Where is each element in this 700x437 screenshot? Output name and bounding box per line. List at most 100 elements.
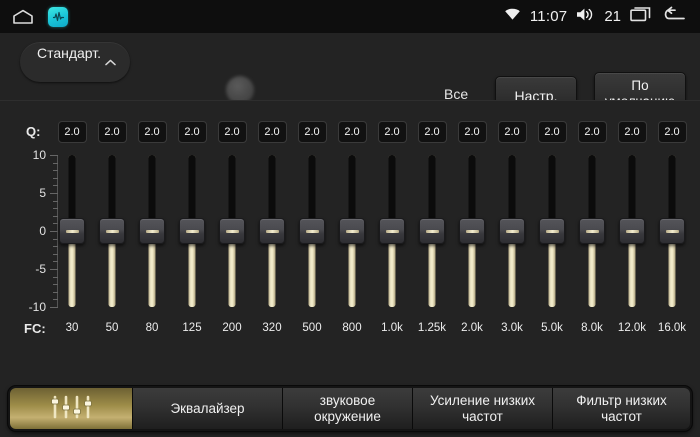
frequency-label: 2.0k	[461, 322, 483, 334]
slider-thumb[interactable]	[619, 218, 645, 244]
slider-track-filled	[308, 231, 316, 307]
slider-track-unfilled	[628, 155, 636, 231]
scale-tick	[53, 215, 58, 217]
slider-thumb[interactable]	[379, 218, 405, 244]
slider-thumb[interactable]	[579, 218, 605, 244]
slider-track-unfilled	[588, 155, 596, 231]
band-slider[interactable]	[372, 148, 412, 313]
tab-label: Эквалайзер	[170, 400, 245, 416]
q-value-box[interactable]: 2.0	[217, 121, 247, 143]
frequency-list: 30 50 80 125 200 320 500 800 1.0k 1.25k 2.0k 3.0k 5.…	[52, 319, 692, 339]
q-value-box[interactable]: 2.0	[377, 121, 407, 143]
slider-track-filled	[508, 231, 516, 307]
scale-label: 10	[32, 148, 46, 162]
band-slider[interactable]	[92, 148, 132, 313]
tab-label: Фильтр низких частот	[576, 392, 667, 424]
tab-equalizer-icon[interactable]	[10, 388, 132, 429]
slider-thumb[interactable]	[459, 218, 485, 244]
tab-label: Усиление низких частот	[430, 392, 535, 424]
slider-track-unfilled	[388, 155, 396, 231]
q-value-box[interactable]: 2.0	[537, 121, 567, 143]
slider-thumb[interactable]	[499, 218, 525, 244]
slider-track-unfilled	[228, 155, 236, 231]
tab-bass-boost[interactable]: Усиление низких частот	[412, 388, 552, 429]
slider-thumb[interactable]	[659, 218, 685, 244]
q-row-label: Q:	[26, 124, 41, 139]
band-slider[interactable]	[172, 148, 212, 313]
q-value-box[interactable]: 2.0	[417, 121, 447, 143]
slider-thumb[interactable]	[59, 218, 85, 244]
frequency-label: 12.0k	[617, 322, 647, 334]
rotary-knob[interactable]	[226, 76, 254, 104]
slider-thumb[interactable]	[139, 218, 165, 244]
q-value-box[interactable]: 2.0	[657, 121, 687, 143]
q-value-box[interactable]: 2.0	[297, 121, 327, 143]
band-slider[interactable]	[252, 148, 292, 313]
slider-thumb[interactable]	[219, 218, 245, 244]
slider-track-filled	[348, 231, 356, 307]
band-slider[interactable]	[652, 148, 692, 313]
q-value-box[interactable]: 2.0	[337, 121, 367, 143]
slider-thumb[interactable]	[99, 218, 125, 244]
scale-tick	[53, 246, 58, 248]
speaker-icon	[576, 7, 595, 27]
q-value-box[interactable]: 2.0	[97, 121, 127, 143]
frequency-label: 3.0k	[501, 322, 523, 334]
bottom-tab-bar: Эквалайзер звуковое окружение Усиление низ…	[8, 386, 692, 431]
band-slider[interactable]	[292, 148, 332, 313]
audio-waveform-icon[interactable]	[48, 6, 68, 27]
q-cell: 2.0	[332, 120, 372, 144]
slider-track-filled	[668, 231, 676, 307]
slider-thumb[interactable]	[419, 218, 445, 244]
slider-thumb[interactable]	[179, 218, 205, 244]
scale-tick	[53, 238, 58, 240]
scale-label: 0	[39, 224, 46, 238]
q-cell: 2.0	[212, 120, 252, 144]
slider-track-unfilled	[508, 155, 516, 231]
frequency-label: 80	[145, 322, 159, 334]
scale-tick	[50, 193, 58, 194]
slider-thumb[interactable]	[259, 218, 285, 244]
band-slider[interactable]	[452, 148, 492, 313]
tab-equalizer[interactable]: Эквалайзер	[132, 388, 282, 429]
frequency-label: 30	[65, 322, 79, 334]
slider-track-filled	[428, 231, 436, 307]
q-value-box[interactable]: 2.0	[257, 121, 287, 143]
q-value-box[interactable]: 2.0	[617, 121, 647, 143]
status-bar: 11:07 21	[0, 0, 700, 33]
scale-label: 5	[39, 186, 46, 200]
band-slider[interactable]	[332, 148, 372, 313]
band-slider[interactable]	[132, 148, 172, 313]
frequency-label: 50	[105, 322, 119, 334]
q-value-box[interactable]: 2.0	[497, 121, 527, 143]
slider-thumb[interactable]	[339, 218, 365, 244]
q-value-box[interactable]: 2.0	[137, 121, 167, 143]
home-icon[interactable]	[12, 9, 34, 25]
fc-row-label: FC:	[24, 321, 46, 336]
slider-thumb[interactable]	[299, 218, 325, 244]
band-slider[interactable]	[532, 148, 572, 313]
q-value-box[interactable]: 2.0	[57, 121, 87, 143]
band-slider[interactable]	[612, 148, 652, 313]
band-slider[interactable]	[572, 148, 612, 313]
q-cell: 2.0	[92, 120, 132, 144]
tab-surround[interactable]: звуковое окружение	[282, 388, 412, 429]
back-arrow-icon[interactable]	[662, 6, 686, 27]
slider-track-unfilled	[308, 155, 316, 231]
slider-track-filled	[628, 231, 636, 307]
frequency-label: 1.25k	[417, 322, 447, 334]
q-cell: 2.0	[452, 120, 492, 144]
tab-low-pass-filter[interactable]: Фильтр низких частот	[552, 388, 690, 429]
q-value-box[interactable]: 2.0	[577, 121, 607, 143]
q-value-box[interactable]: 2.0	[177, 121, 207, 143]
band-slider[interactable]	[52, 148, 92, 313]
scale-tick	[50, 155, 58, 156]
band-slider[interactable]	[212, 148, 252, 313]
recents-icon[interactable]	[630, 6, 653, 27]
band-slider[interactable]	[492, 148, 532, 313]
q-value-box[interactable]: 2.0	[457, 121, 487, 143]
slider-thumb[interactable]	[539, 218, 565, 244]
preset-dropdown[interactable]: Стандарт.	[20, 42, 130, 82]
band-slider[interactable]	[412, 148, 452, 313]
